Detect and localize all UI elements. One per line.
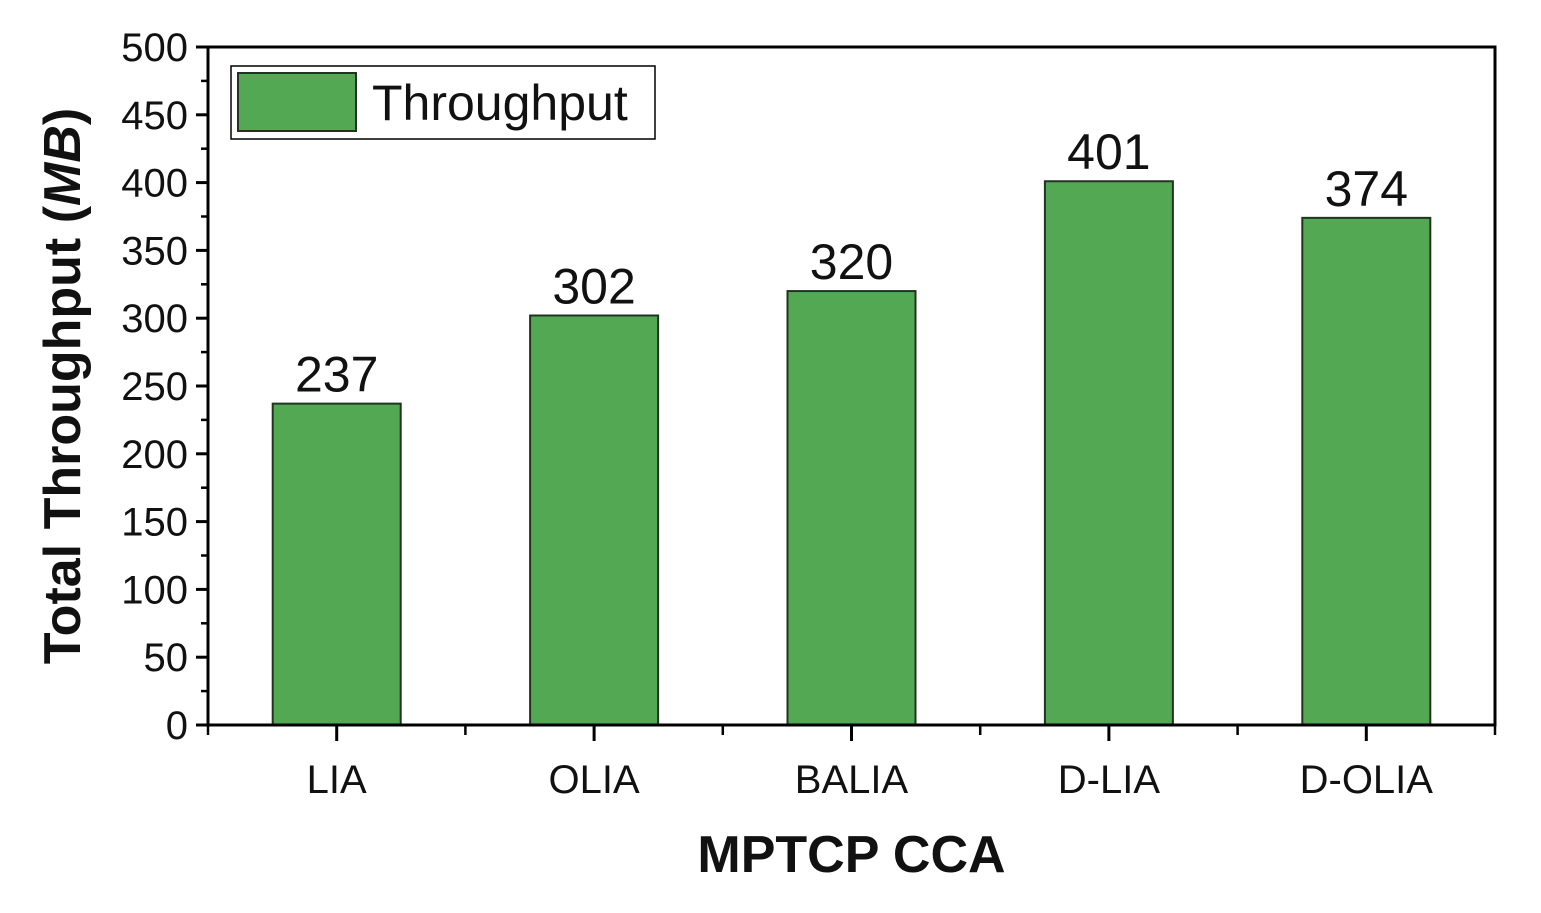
y-tick-label: 0 [166,704,188,748]
y-tick-label: 100 [121,568,188,612]
x-tick-label-lia: LIA [307,758,367,802]
x-axis-title: MPTCP CCA [697,826,1005,884]
y-tick-label: 350 [121,229,188,273]
legend-swatch [237,72,357,132]
y-axis-title: Total Throughput (MB) [34,108,92,664]
data-label-balia: 320 [810,234,893,290]
y-tick-label: 250 [121,365,188,409]
data-label-lia: 237 [295,347,378,403]
data-label-d-lia: 401 [1067,124,1150,180]
x-tick-label-d-olia: D-OLIA [1300,758,1434,802]
bar-d-olia [1301,216,1432,727]
data-label-olia: 302 [552,258,635,314]
bar-olia [529,314,660,726]
bar-lia [271,402,402,726]
bar-d-lia [1043,180,1174,726]
bar-balia [786,290,917,726]
y-axis-title-unit: MB [34,125,92,206]
y-tick-label: 150 [121,501,188,545]
y-axis-title-main: Total Throughput ( [34,205,92,664]
x-tick-label-olia: OLIA [549,758,640,802]
x-axis-ticks: LIA OLIA BALIA D-LIA D-OLIA [206,725,1497,802]
y-tick-label: 450 [121,94,188,138]
x-tick-label-balia: BALIA [795,758,909,802]
y-axis-ticks: 0 50 100 150 200 250 300 350 400 450 500 [121,26,208,748]
y-tick-label: 300 [121,297,188,341]
legend-label: Throughput [372,75,628,131]
data-label-d-olia: 374 [1325,161,1408,217]
y-tick-label: 500 [121,26,188,70]
y-tick-label: 400 [121,162,188,206]
y-axis-title-close: ) [34,108,92,125]
legend: Throughput [230,65,656,140]
y-tick-label: 200 [121,433,188,477]
x-tick-label-d-lia: D-LIA [1058,758,1161,802]
bars-layer: 237 302 320 401 374 [271,124,1432,727]
y-tick-label: 50 [144,636,189,680]
